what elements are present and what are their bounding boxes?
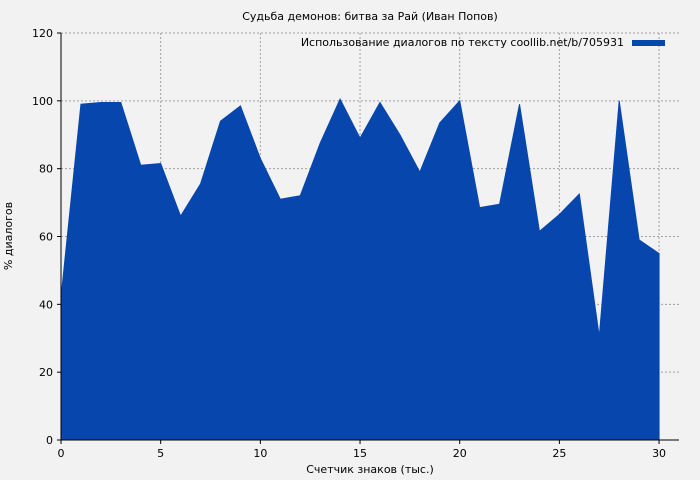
y-tick-label: 80	[39, 163, 53, 176]
y-tick-label: 120	[32, 27, 53, 40]
x-tick-label: 15	[353, 447, 367, 460]
x-tick-label: 20	[453, 447, 467, 460]
x-tick-label: 25	[552, 447, 566, 460]
series-layer	[60, 97, 660, 441]
x-tick-label: 0	[58, 447, 65, 460]
area-series	[60, 97, 660, 441]
axis-ticks: 0 20 40 60 80 100 120 0 5 10 15 20 25 30	[32, 27, 666, 460]
y-tick-label: 20	[39, 366, 53, 379]
y-axis-label: % диалогов	[2, 202, 15, 270]
legend-label: Использование диалогов по тексту coollib…	[301, 36, 624, 49]
legend: Использование диалогов по тексту coollib…	[301, 36, 665, 49]
x-tick-label: 30	[652, 447, 666, 460]
x-tick-label: 10	[253, 447, 267, 460]
y-tick-label: 0	[46, 434, 53, 447]
chart-title: Судьба демонов: битва за Рай (Иван Попов…	[242, 10, 498, 23]
y-tick-label: 100	[32, 95, 53, 108]
x-tick-label: 5	[157, 447, 164, 460]
legend-swatch	[632, 40, 665, 46]
x-axis-label: Счетчик знаков (тыс.)	[306, 463, 434, 476]
y-tick-label: 40	[39, 298, 53, 311]
y-tick-label: 60	[39, 231, 53, 244]
